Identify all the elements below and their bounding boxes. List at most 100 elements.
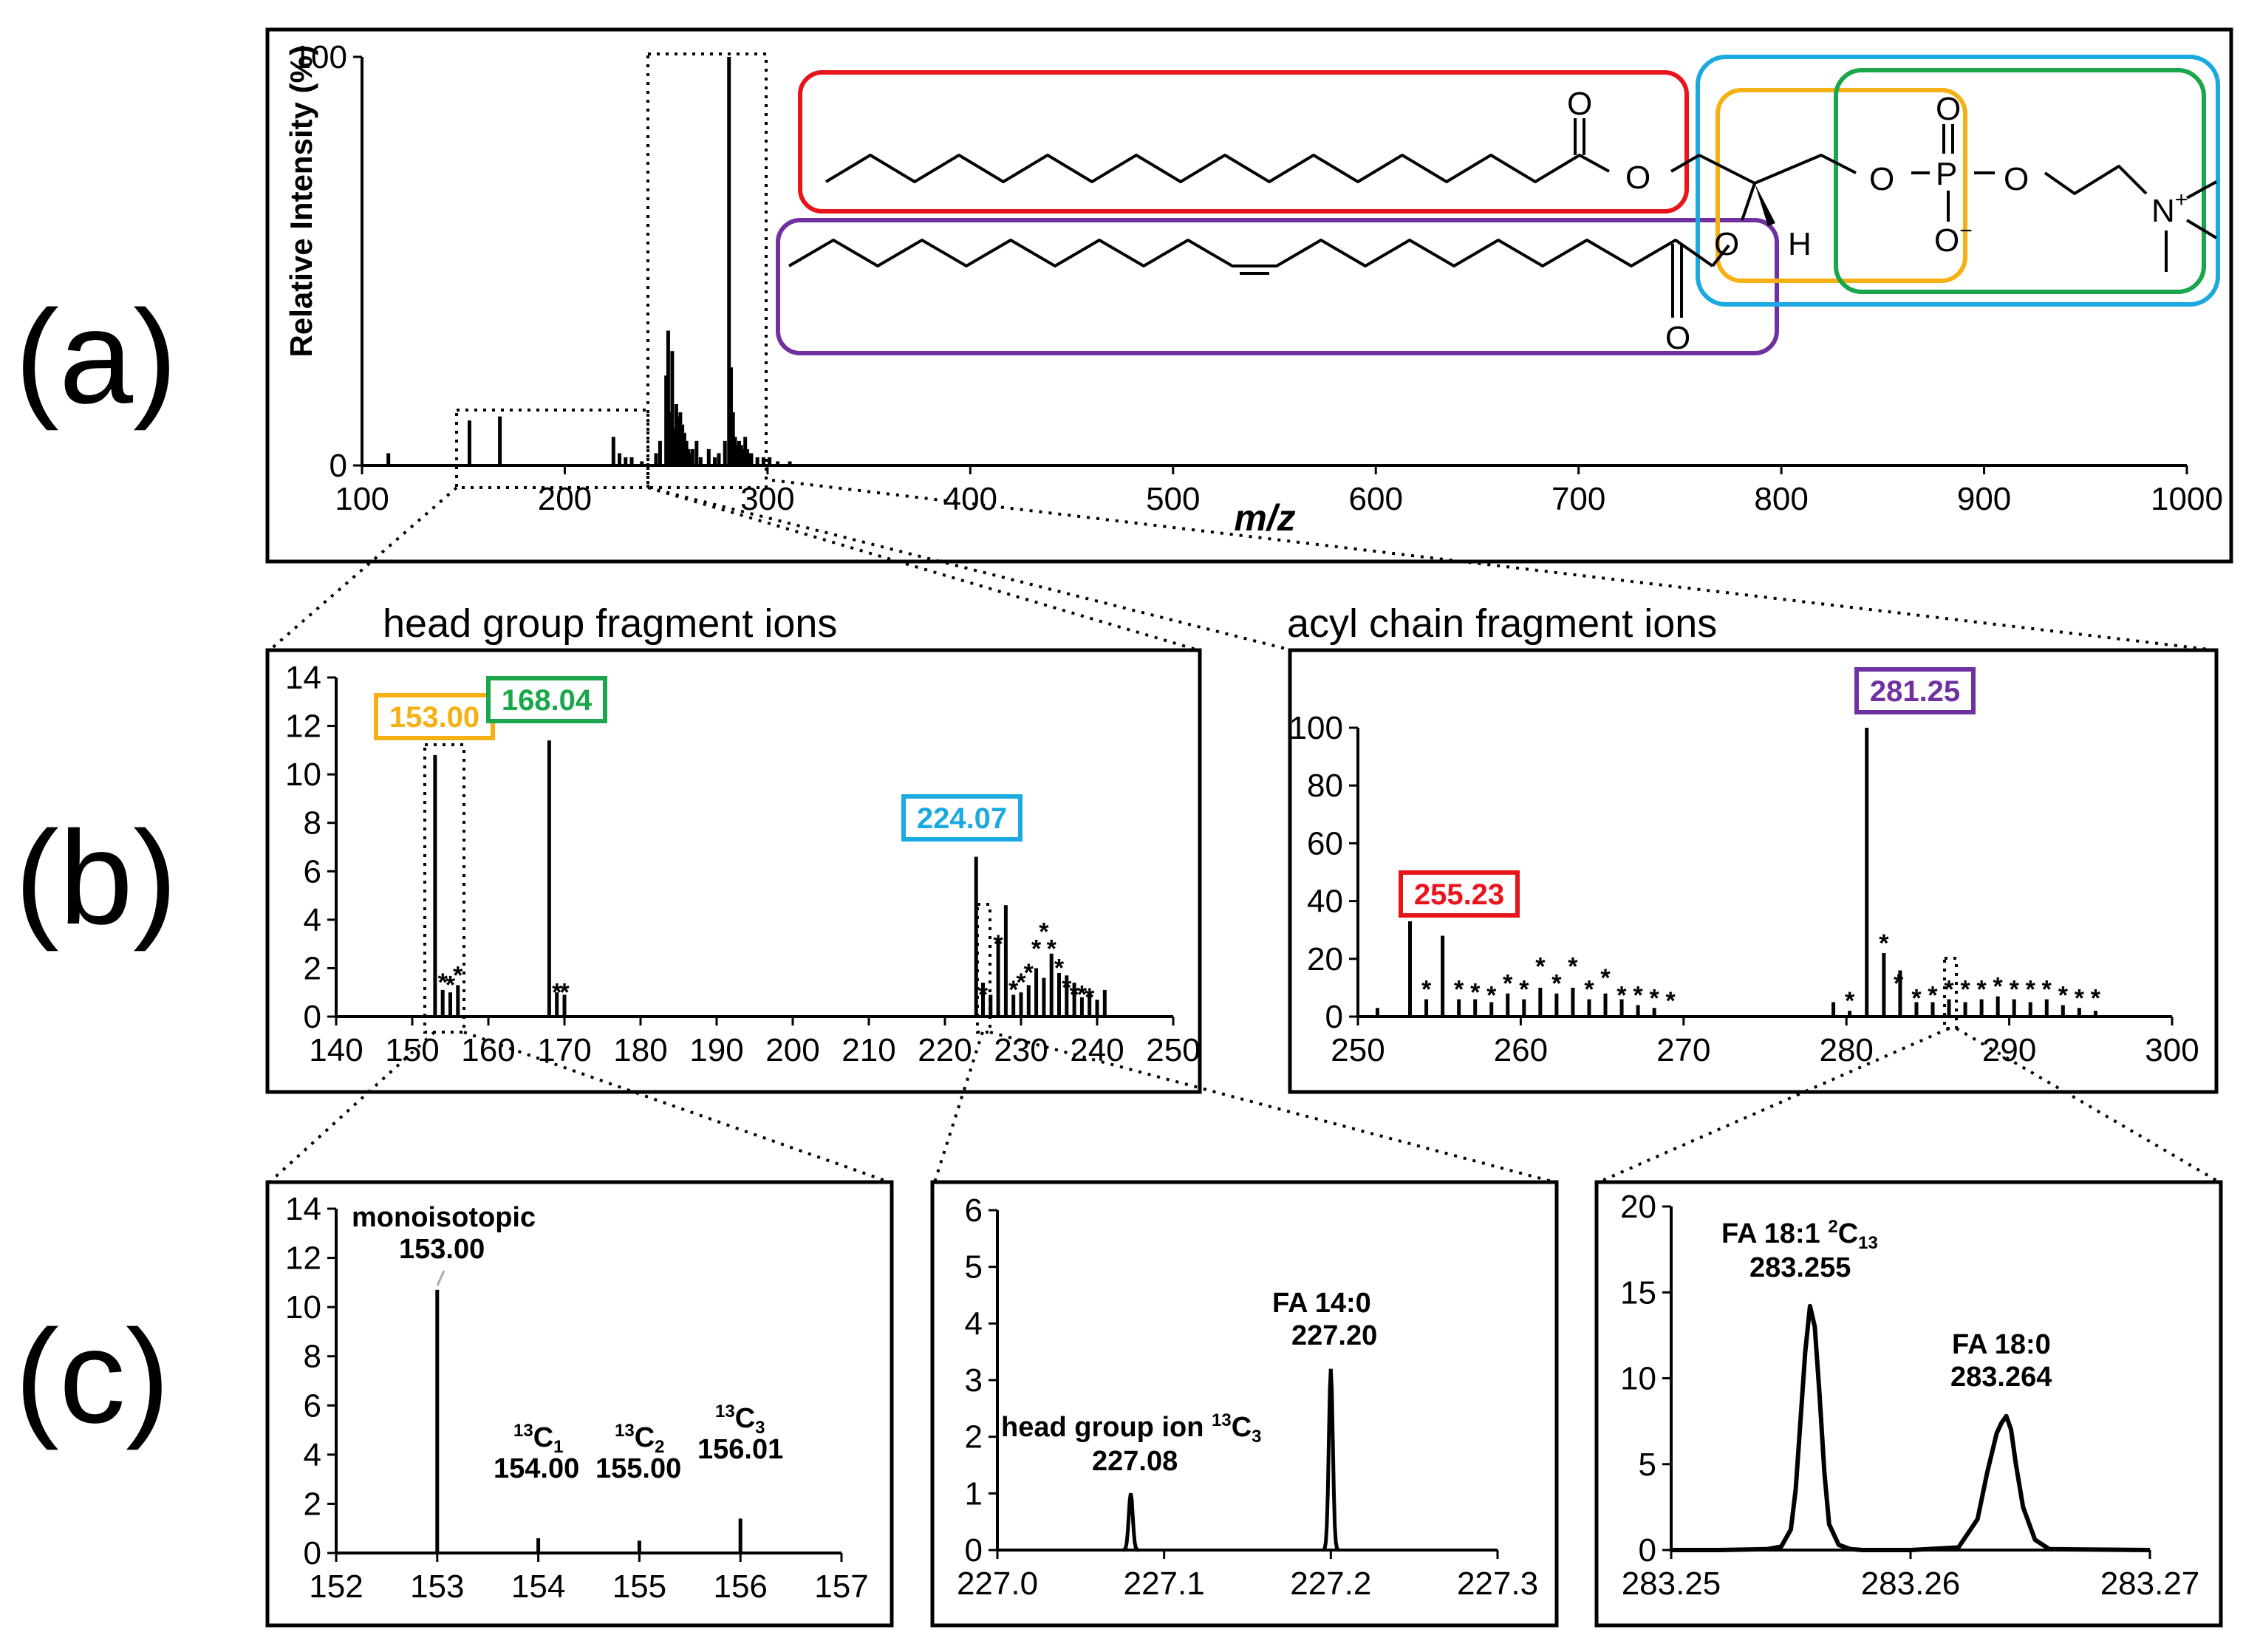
b1-isotope-star: *	[1054, 955, 1065, 983]
b1-x-tick-label: 160	[461, 1032, 515, 1068]
c2-y-tick-label: 1	[965, 1475, 983, 1512]
b2-peak-bar	[1457, 999, 1461, 1017]
b2-peak-bar	[1619, 999, 1624, 1017]
a-x-tick-label: 800	[1754, 481, 1808, 517]
a-x-tick-label: 600	[1349, 481, 1403, 517]
b2-isotope-star: *	[1879, 929, 1889, 958]
a-y-tick-label: 100	[293, 39, 347, 75]
atom-o-phos-ester-2: O	[2004, 161, 2029, 197]
c3-y-tick-label: 10	[1620, 1361, 1656, 1397]
c3-y-tick-label: 5	[1639, 1447, 1656, 1483]
b1-mz-label-box	[374, 693, 495, 740]
a-peak-bar	[684, 440, 689, 465]
a-x-tick-label: 900	[1957, 481, 2011, 517]
c2-y-tick-label: 5	[965, 1249, 983, 1286]
c1-peak-bar	[435, 1289, 440, 1553]
a-peak-bar	[664, 375, 669, 465]
c2-y-tick-label: 2	[965, 1419, 983, 1455]
c1-mono-pointer	[436, 1270, 445, 1286]
panel-label-b: (b)	[15, 804, 177, 952]
b2-peak-bar	[1914, 1002, 1919, 1017]
b2-mz-label: 255.23	[1414, 878, 1504, 911]
b2-isotope-star: *	[1960, 976, 1970, 1004]
a-x-tick-label: 700	[1551, 481, 1605, 517]
b2-isotope-star: *	[1911, 984, 1922, 1012]
b1-x-tick-label: 230	[994, 1032, 1048, 1068]
atom-o-carbonyl-2: O	[1665, 320, 1690, 356]
c1-annotations: monoisotopic 153.00 13C1 154.00 13C2 155…	[352, 1202, 783, 1484]
b2-peak-bar	[1898, 970, 1902, 1017]
a-peak-bar	[678, 412, 683, 465]
c3-x-tick-label: 283.25	[1622, 1566, 1721, 1602]
a-peak-bar	[733, 437, 737, 465]
b1-peak-bar	[1011, 994, 1016, 1017]
c2-fa-name: FA 14:0	[1272, 1288, 1371, 1319]
b2-peak-bar	[1441, 935, 1445, 1017]
b1-mz-label-box	[901, 794, 1023, 842]
c2-head-iso: 13	[1212, 1410, 1232, 1430]
a-peak-bar	[629, 457, 634, 465]
b1-y-tick-label: 12	[285, 709, 321, 745]
b1-isotope-star: *	[1008, 976, 1019, 1004]
box-red-palmitoyl	[798, 70, 1689, 214]
c2-head-label: head group ion 13C3	[1001, 1410, 1262, 1447]
charge-minus: −	[1959, 219, 1973, 243]
b2-y-tick-label: 40	[1307, 884, 1343, 920]
a-peak-bar	[788, 461, 792, 465]
b1-isotope-star: *	[1039, 918, 1049, 946]
pc-molecule: O O O O H O P O O O− N+	[776, 55, 2220, 356]
b1-y-tick-label: 10	[285, 757, 321, 793]
b2-peak-bar	[1538, 987, 1543, 1017]
a-x-tick-label: 300	[740, 481, 794, 517]
c2-y-tick-label: 3	[965, 1362, 983, 1399]
a-peak-bar	[654, 453, 658, 465]
a-peak-bar	[735, 445, 740, 465]
c2-head-name: head group ion	[1001, 1412, 1212, 1443]
c1-c1-value: 154.00	[494, 1453, 579, 1484]
c3-y-tick-label: 0	[1639, 1532, 1656, 1569]
b2-x-tick-label: 270	[1656, 1032, 1710, 1068]
c1-mono-value: 153.00	[399, 1234, 485, 1265]
c3-profile-line	[1671, 1303, 2151, 1552]
b1-peak-bar	[1003, 905, 1008, 1017]
a-x-tick-label: 500	[1146, 481, 1200, 517]
a-peak-bar	[618, 453, 622, 465]
c2-peak-line	[1122, 1492, 1139, 1552]
b2-isotope-star: *	[1616, 981, 1627, 1009]
b1-isotope-star: *	[453, 961, 463, 989]
b1-peak-bar	[433, 754, 437, 1017]
b2-peak-bar	[2061, 1005, 2065, 1017]
a-x-tick-label: 200	[538, 481, 592, 517]
b2-peak-bar	[1473, 999, 1478, 1017]
c3-fa1-name: FA 18:1	[1721, 1218, 1828, 1249]
c2-fa-value: 227.20	[1291, 1320, 1377, 1351]
b1-peak-bar	[996, 939, 1000, 1017]
a-peak-bar	[745, 448, 749, 465]
b2-peak-bar	[1882, 952, 1886, 1017]
c1-x-tick-label: 152	[309, 1569, 363, 1605]
b2-isotope-star: *	[1928, 981, 1938, 1009]
b1-x-tick-label: 140	[309, 1032, 363, 1068]
box-purple-oleoyl	[776, 218, 1779, 355]
c1-c2-value: 155.00	[595, 1453, 681, 1484]
head-group-title: head group fragment ions	[383, 601, 837, 646]
panel-c2-frame	[930, 1180, 1559, 1628]
b2-isotope-star: *	[1666, 987, 1676, 1015]
c3-fa1-el: C	[1838, 1218, 1858, 1249]
a-peak-bar	[624, 457, 628, 465]
b2-peak-bar	[1424, 999, 1429, 1017]
c2-y-tick-label: 6	[965, 1192, 983, 1229]
b1-y-tick-label: 8	[304, 805, 321, 842]
b2-x-tick-label: 250	[1331, 1032, 1385, 1068]
b1-y-tick-label: 4	[304, 902, 321, 938]
b2-isotope-star: *	[1470, 978, 1481, 1006]
b2-peak-bar	[1865, 728, 1869, 1017]
c2-y-tick-label: 4	[965, 1305, 983, 1342]
panel-c1-frame	[265, 1180, 894, 1628]
c1-c3-el: C	[735, 1403, 755, 1434]
panel-label-c: (c)	[15, 1303, 170, 1451]
c3-y-tick-label: 20	[1620, 1189, 1656, 1225]
c1-x-tick-label: 154	[511, 1569, 565, 1605]
b1-peak-bar	[547, 740, 551, 1017]
